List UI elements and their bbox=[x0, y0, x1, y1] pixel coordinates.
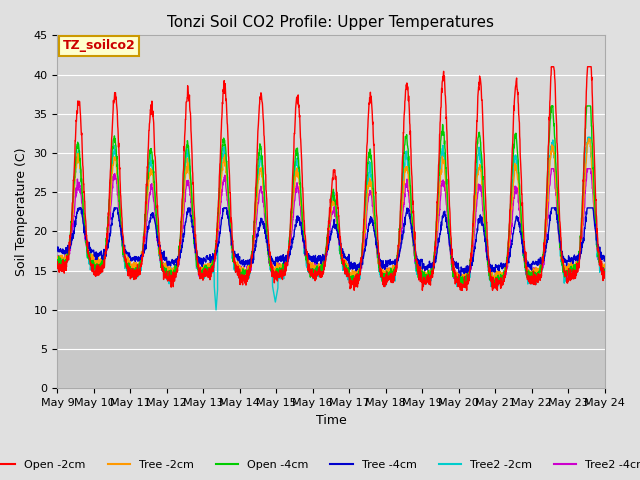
Bar bbox=[58, 36, 605, 271]
Legend: Open -2cm, Tree -2cm, Open -4cm, Tree -4cm, Tree2 -2cm, Tree2 -4cm: Open -2cm, Tree -2cm, Open -4cm, Tree -4… bbox=[0, 456, 640, 474]
X-axis label: Time: Time bbox=[316, 414, 346, 427]
Text: TZ_soilco2: TZ_soilco2 bbox=[63, 39, 136, 52]
Title: Tonzi Soil CO2 Profile: Upper Temperatures: Tonzi Soil CO2 Profile: Upper Temperatur… bbox=[168, 15, 495, 30]
Bar bbox=[58, 271, 605, 388]
Y-axis label: Soil Temperature (C): Soil Temperature (C) bbox=[15, 147, 28, 276]
